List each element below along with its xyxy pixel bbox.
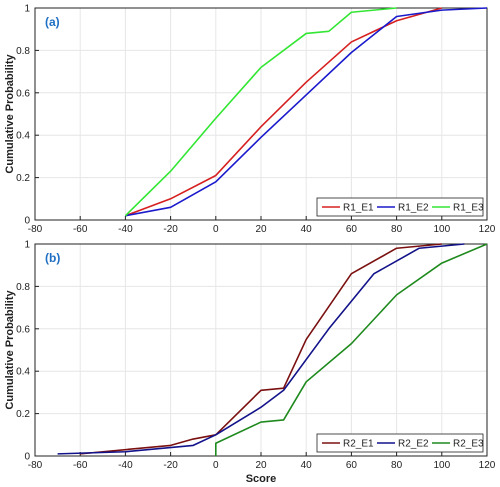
y-tick-label: 0	[24, 452, 30, 463]
legend: R2_E1 R2_E2 R2_E3	[316, 433, 484, 453]
y-axis-label: Cumulative Probability	[4, 290, 16, 410]
x-tick-label: 40	[301, 460, 313, 471]
series-line-r1-e1	[125, 7, 443, 217]
series-line-r2-e3	[215, 243, 488, 456]
y-tick-label: 0.2	[16, 173, 30, 184]
axes-frame	[34, 243, 488, 457]
legend-entry: R1_E2	[398, 203, 429, 214]
x-axis-label: Score	[246, 473, 277, 485]
axes-frame	[34, 7, 488, 221]
y-tick-label: 0.6	[16, 88, 30, 99]
x-tick-label: -80	[28, 460, 43, 471]
legend-entry: R2_E3	[453, 439, 484, 450]
panel-label: (a)	[45, 15, 60, 29]
y-tick-label: 0	[24, 216, 30, 227]
panel-b: -80 -60 -40 -20 0 20 40 60 80 100 120 0 0.2 0.4 0.6 0.8…	[4, 240, 496, 486]
legend-entry: R1_E3	[453, 203, 484, 214]
y-tick-label: 1	[24, 240, 30, 251]
y-axis-label: Cumulative Probability	[4, 54, 16, 174]
x-tick-label: 80	[391, 460, 403, 471]
x-tick-label: -60	[73, 460, 88, 471]
x-tick-label: 20	[255, 224, 267, 235]
legend-entry: R1_E1	[343, 203, 374, 214]
y-tick-label: 0.2	[16, 409, 30, 420]
legend: R1_E1 R1_E2 R1_E3	[316, 197, 484, 217]
series-line-r1-e2	[125, 7, 488, 217]
x-tick-label: 100	[433, 460, 450, 471]
x-tick-label: -40	[118, 460, 133, 471]
series-line-r2-e1	[80, 243, 442, 455]
x-tick-label: 120	[479, 460, 496, 471]
y-tick-label: 0.4	[16, 131, 30, 142]
series-line-r1-e3	[124, 7, 397, 217]
x-tick-label: 80	[391, 224, 403, 235]
x-tick-label: 100	[433, 224, 450, 235]
x-tick-label: 0	[213, 460, 219, 471]
x-tick-label: 60	[346, 224, 358, 235]
y-tick-label: 0.6	[16, 324, 30, 335]
x-tick-label: -40	[118, 224, 133, 235]
x-tick-label: 0	[213, 224, 219, 235]
y-tick-label: 0.4	[16, 367, 30, 378]
legend-entry: R2_E1	[343, 439, 374, 450]
x-tick-label: 60	[346, 460, 358, 471]
x-tick-label: -80	[28, 224, 43, 235]
x-tick-label: -20	[163, 460, 178, 471]
y-tick-label: 1	[24, 4, 30, 15]
x-tick-label: 20	[255, 460, 267, 471]
y-tick-label: 0.8	[16, 46, 30, 57]
x-tick-label: -60	[73, 224, 88, 235]
x-tick-label: 40	[301, 224, 313, 235]
y-tick-label: 0.8	[16, 282, 30, 293]
panel-label: (b)	[45, 251, 60, 265]
legend-box	[316, 433, 484, 453]
panel-a: -80 -60 -40 -20 0 20 40 60 80 100 120 0 0.2 0.4 0.6 0.8…	[4, 4, 496, 236]
legend-box	[316, 197, 484, 217]
x-tick-label: 120	[479, 224, 496, 235]
legend-entry: R2_E2	[398, 439, 429, 450]
x-tick-label: -20	[163, 224, 178, 235]
series-line-r2-e2	[57, 243, 465, 455]
